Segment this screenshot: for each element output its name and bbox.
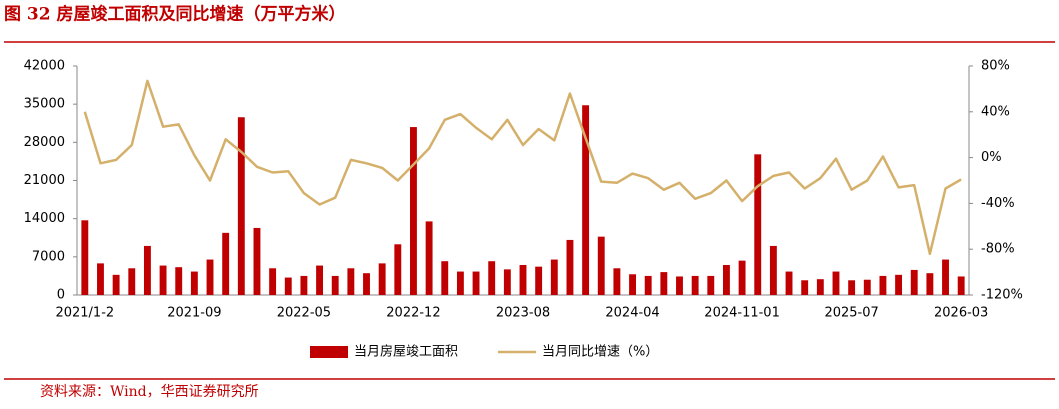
bar <box>488 261 496 295</box>
y2-tick-label: -40% <box>981 196 1015 211</box>
bar <box>879 275 887 295</box>
bar <box>754 154 762 295</box>
bar <box>910 269 918 295</box>
bar <box>785 271 793 295</box>
bar <box>566 239 574 295</box>
bar <box>206 259 214 295</box>
x-tick-label: 2021/1-2 <box>55 306 114 321</box>
y-tick-label: 14000 <box>24 211 65 226</box>
bar <box>550 259 558 295</box>
bar <box>942 259 949 295</box>
bar <box>410 127 417 295</box>
bar <box>128 268 136 295</box>
bar <box>660 272 668 295</box>
bar <box>535 266 543 295</box>
bar <box>394 244 402 295</box>
bar <box>957 276 965 295</box>
bar <box>300 275 308 295</box>
y-tick-label: 21000 <box>24 173 65 188</box>
bar <box>331 275 339 295</box>
y2-tick-label: -120% <box>981 288 1023 303</box>
x-tick-label: 2022-05 <box>277 306 331 321</box>
bar <box>363 273 370 295</box>
bar <box>519 265 527 295</box>
bar <box>926 273 934 295</box>
bar <box>769 245 777 295</box>
bar <box>629 274 636 295</box>
bar <box>143 245 151 295</box>
y2-tick-label: 0% <box>981 150 1002 165</box>
bar <box>848 280 856 295</box>
bar <box>722 265 730 295</box>
bar <box>738 260 746 295</box>
line <box>83 79 962 256</box>
bar <box>832 271 840 295</box>
x-tick-label: 2024-04 <box>605 306 659 321</box>
bar <box>112 274 120 295</box>
source-note: 资料来源：Wind，华西证券研究所 <box>40 384 259 400</box>
bar <box>707 275 715 295</box>
x-tick-label: 2023-08 <box>496 306 550 321</box>
bar <box>503 269 511 295</box>
legend-label: 当月房屋竣工面积 <box>354 344 458 360</box>
chart-title: 图 32 房屋竣工面积及同比增速（万平方米） <box>4 4 346 25</box>
bar <box>691 275 699 295</box>
bar <box>347 268 355 295</box>
y2-tick-label: 80% <box>981 59 1010 74</box>
x-tick-label: 2022-12 <box>386 306 440 321</box>
bar <box>159 265 167 295</box>
bar <box>190 271 198 295</box>
bar <box>378 263 386 295</box>
legend-swatch <box>310 346 348 358</box>
bar <box>316 265 324 295</box>
bar <box>269 268 277 295</box>
bar <box>472 271 480 295</box>
bar <box>253 227 261 295</box>
bar <box>895 274 903 295</box>
x-tick-label: 2024-11-01 <box>704 306 780 321</box>
x-tick-label: 2026-03 <box>934 306 988 321</box>
bar <box>81 220 89 295</box>
y2-tick-label: -80% <box>981 242 1015 257</box>
x-tick-label: 2021-09 <box>167 306 221 321</box>
y-tick-label: 35000 <box>24 97 65 112</box>
bar <box>582 105 590 295</box>
legend-label: 当月同比增速（%） <box>542 345 658 360</box>
bar <box>425 221 433 295</box>
y-tick-label: 0 <box>57 288 65 303</box>
y-tick-label: 7000 <box>32 249 65 264</box>
bar <box>597 236 605 295</box>
x-tick-label: 2025-07 <box>824 306 878 321</box>
bar <box>613 268 621 295</box>
bar <box>863 279 871 295</box>
bar <box>222 232 230 295</box>
bar <box>801 280 809 295</box>
bar <box>441 261 449 295</box>
bar <box>456 271 464 295</box>
bar <box>644 275 652 295</box>
bar <box>284 277 292 295</box>
bar <box>676 276 683 295</box>
y-tick-label: 28000 <box>24 135 65 150</box>
y2-tick-label: 40% <box>981 104 1010 119</box>
bar <box>237 117 245 295</box>
bar <box>816 279 824 295</box>
y-tick-label: 42000 <box>24 59 65 74</box>
bar <box>97 263 104 295</box>
bar <box>175 267 183 295</box>
